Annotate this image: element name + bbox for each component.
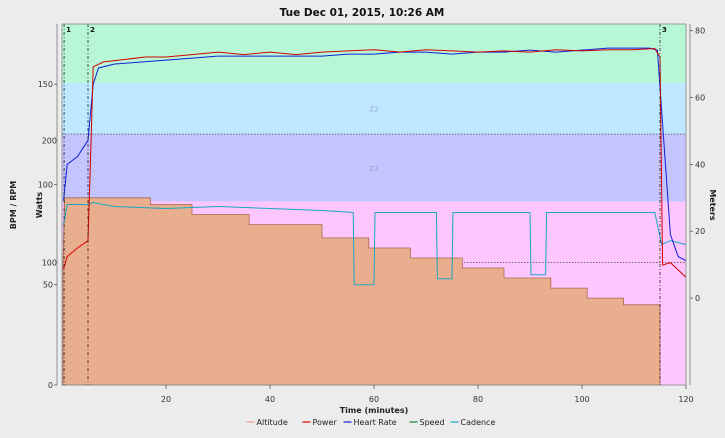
interval-marker-label: 1 xyxy=(66,26,71,34)
x-tick-label: 40 xyxy=(265,395,275,404)
bpm-tick-label: 0 xyxy=(48,381,53,390)
x-tick-label: 80 xyxy=(473,395,483,404)
power-zone-4 xyxy=(62,24,686,83)
legend: Altitude Power Heart Rate Speed Cadence xyxy=(246,418,496,427)
bpm-tick-label: 150 xyxy=(38,80,53,89)
x-tick-label: 60 xyxy=(369,395,379,404)
legend-item: Altitude xyxy=(257,418,288,427)
x-axis-label: Time (minutes) xyxy=(340,406,409,415)
bpm-tick-label: 100 xyxy=(38,180,53,189)
cadence-line xyxy=(63,201,687,286)
meters-tick-label: 80 xyxy=(695,27,705,36)
meters-tick-label: 20 xyxy=(695,227,705,236)
legend-item: Heart Rate xyxy=(354,418,397,427)
watts-tick-label: 100 xyxy=(42,259,57,268)
power-zone-3 xyxy=(62,82,686,135)
meters-axis-label: Meters xyxy=(708,189,717,221)
x-tick-label: 120 xyxy=(678,395,693,404)
meters-tick-label: 40 xyxy=(695,160,705,169)
power-line xyxy=(63,47,687,278)
heart-rate-line xyxy=(63,47,687,262)
watts-tick-label: 200 xyxy=(42,136,57,145)
legend-item: Cadence xyxy=(461,418,496,427)
zone-label: Z3 xyxy=(369,165,378,173)
altitude-area xyxy=(62,197,661,386)
bpm-tick-label: 50 xyxy=(43,281,53,290)
meters-tick-label: 0 xyxy=(695,294,700,303)
zone-label: Z2 xyxy=(369,105,378,113)
interval-marker-label: 3 xyxy=(662,26,667,34)
x-tick-label: 100 xyxy=(574,395,589,404)
plot-area: Z3 Z2 1 2 3 xyxy=(62,24,687,386)
x-tick-label: 20 xyxy=(161,395,171,404)
power-zone-2 xyxy=(62,134,686,202)
watts-axis-label: Watts xyxy=(35,192,44,219)
bpm-axis-label: BPM / RPM xyxy=(9,181,18,229)
legend-item: Speed xyxy=(420,418,445,427)
chart-title: Tue Dec 01, 2015, 10:26 AM xyxy=(280,7,445,19)
interval-marker-label: 2 xyxy=(90,26,95,34)
meters-tick-label: 60 xyxy=(695,94,705,103)
legend-item: Power xyxy=(313,418,338,427)
